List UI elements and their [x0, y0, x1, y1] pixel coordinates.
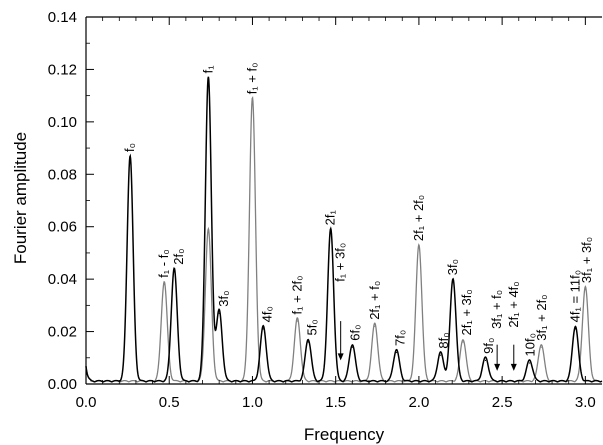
y-tick-label: 0.06	[48, 219, 77, 236]
peak-label-0: f₀	[122, 143, 137, 152]
series-1-peak-1	[207, 231, 209, 233]
peak-label-14: 2f₁ + 2f₀	[411, 195, 426, 241]
peak-label-23: 4f₁ = 11f₀	[567, 270, 582, 323]
peak-label-19: 3f₁ + f₀	[489, 290, 504, 329]
series-1-peak-4	[374, 325, 376, 327]
plot-series	[85, 76, 603, 383]
peak-label-3: f₁	[200, 65, 215, 74]
x-tick-label: 1.5	[325, 394, 346, 411]
peak-label-17: 2f₁ + 3f₀	[459, 289, 474, 335]
peak-label-24: 3f₁ + 3f₀	[579, 237, 594, 283]
plot-axes: 0.0 0.5 1.0 1.5 2.0 2.5 3.0 0.00 0.02 0.04 0.06 0.0…	[48, 9, 602, 411]
x-tick-label: 0.0	[76, 394, 97, 411]
series-0-peak-5	[307, 341, 309, 343]
series-1-peak-2	[251, 100, 254, 102]
y-tick-label: 0.10	[48, 114, 77, 131]
x-tick-label: 1.0	[242, 394, 263, 411]
series-1-peak-6	[462, 341, 464, 343]
x-tick-label: 2.5	[492, 394, 513, 411]
peak-label-22: 3f₁ + 2f₀	[534, 294, 549, 340]
series-1-peak-3	[296, 320, 298, 322]
series-0-peak-9	[439, 354, 442, 356]
peak-label-10: f₁ + 3f₀	[333, 243, 348, 282]
annotation-arrowhead-1	[494, 363, 501, 371]
y-tick-label: 0.00	[48, 376, 77, 393]
series-0-peak-13	[574, 328, 576, 330]
peak-label-11: 6f₀	[348, 324, 363, 340]
x-tick-label: 3.0	[575, 394, 596, 411]
y-tick-label: 0.12	[48, 61, 77, 78]
annotation-arrowhead-0	[337, 353, 344, 361]
peak-label-18: 9f₀	[481, 338, 496, 354]
series-1-peak-8	[584, 289, 586, 291]
series-0-peak-8	[395, 351, 398, 354]
series-0-peak-3	[218, 312, 220, 314]
y-tick-label: 0.04	[48, 271, 77, 288]
series-0-peak-2	[207, 79, 209, 81]
peak-label-13: 7f₀	[393, 330, 408, 346]
series-0-peak-4	[262, 328, 264, 330]
x-tick-label: 0.5	[159, 394, 180, 411]
annotation-arrowhead-2	[510, 363, 517, 371]
y-tick-label: 0.14	[48, 9, 77, 26]
x-axis-title: Frequency	[304, 425, 385, 444]
peak-label-5: f₁ + f₀	[245, 62, 260, 94]
peak-label-9: 2f₁	[323, 210, 338, 226]
peak-label-20: 2f₁ + 4f₀	[506, 281, 521, 327]
peak-label-15: 8f₀	[436, 332, 451, 348]
peak-label-1: f₁ - f₀	[156, 249, 171, 278]
series-1-peak-0	[163, 283, 165, 285]
peak-label-2: 2f₀	[171, 248, 186, 264]
peak-label-16: 3f₀	[445, 259, 460, 275]
series-0-peak-6	[330, 231, 332, 233]
series-line-0	[85, 76, 603, 383]
series-0-peak-11	[484, 359, 487, 362]
peak-label-8: 5f₀	[304, 319, 319, 335]
y-tick-label: 0.02	[48, 324, 77, 341]
peak-label-21: 10f₀	[522, 333, 537, 356]
series-0-peak-0	[129, 157, 131, 160]
series-1-peak-5	[418, 247, 420, 249]
series-0-peak-1	[173, 270, 175, 272]
peak-label-4: 3f₀	[216, 290, 231, 306]
y-tick-label: 0.08	[48, 166, 77, 183]
series-0-peak-7	[351, 346, 353, 348]
series-0-peak-12	[528, 362, 531, 364]
x-tick-label: 2.0	[408, 394, 429, 411]
series-1-peak-7	[540, 346, 542, 348]
peak-label-6: 4f₀	[259, 306, 274, 322]
peak-label-12: 2f₁ + f₀	[367, 281, 382, 320]
peak-label-7: f₁ + 2f₀	[289, 275, 304, 314]
y-axis-title: Fourier amplitude	[11, 132, 30, 264]
series-0-peak-10	[452, 281, 454, 283]
